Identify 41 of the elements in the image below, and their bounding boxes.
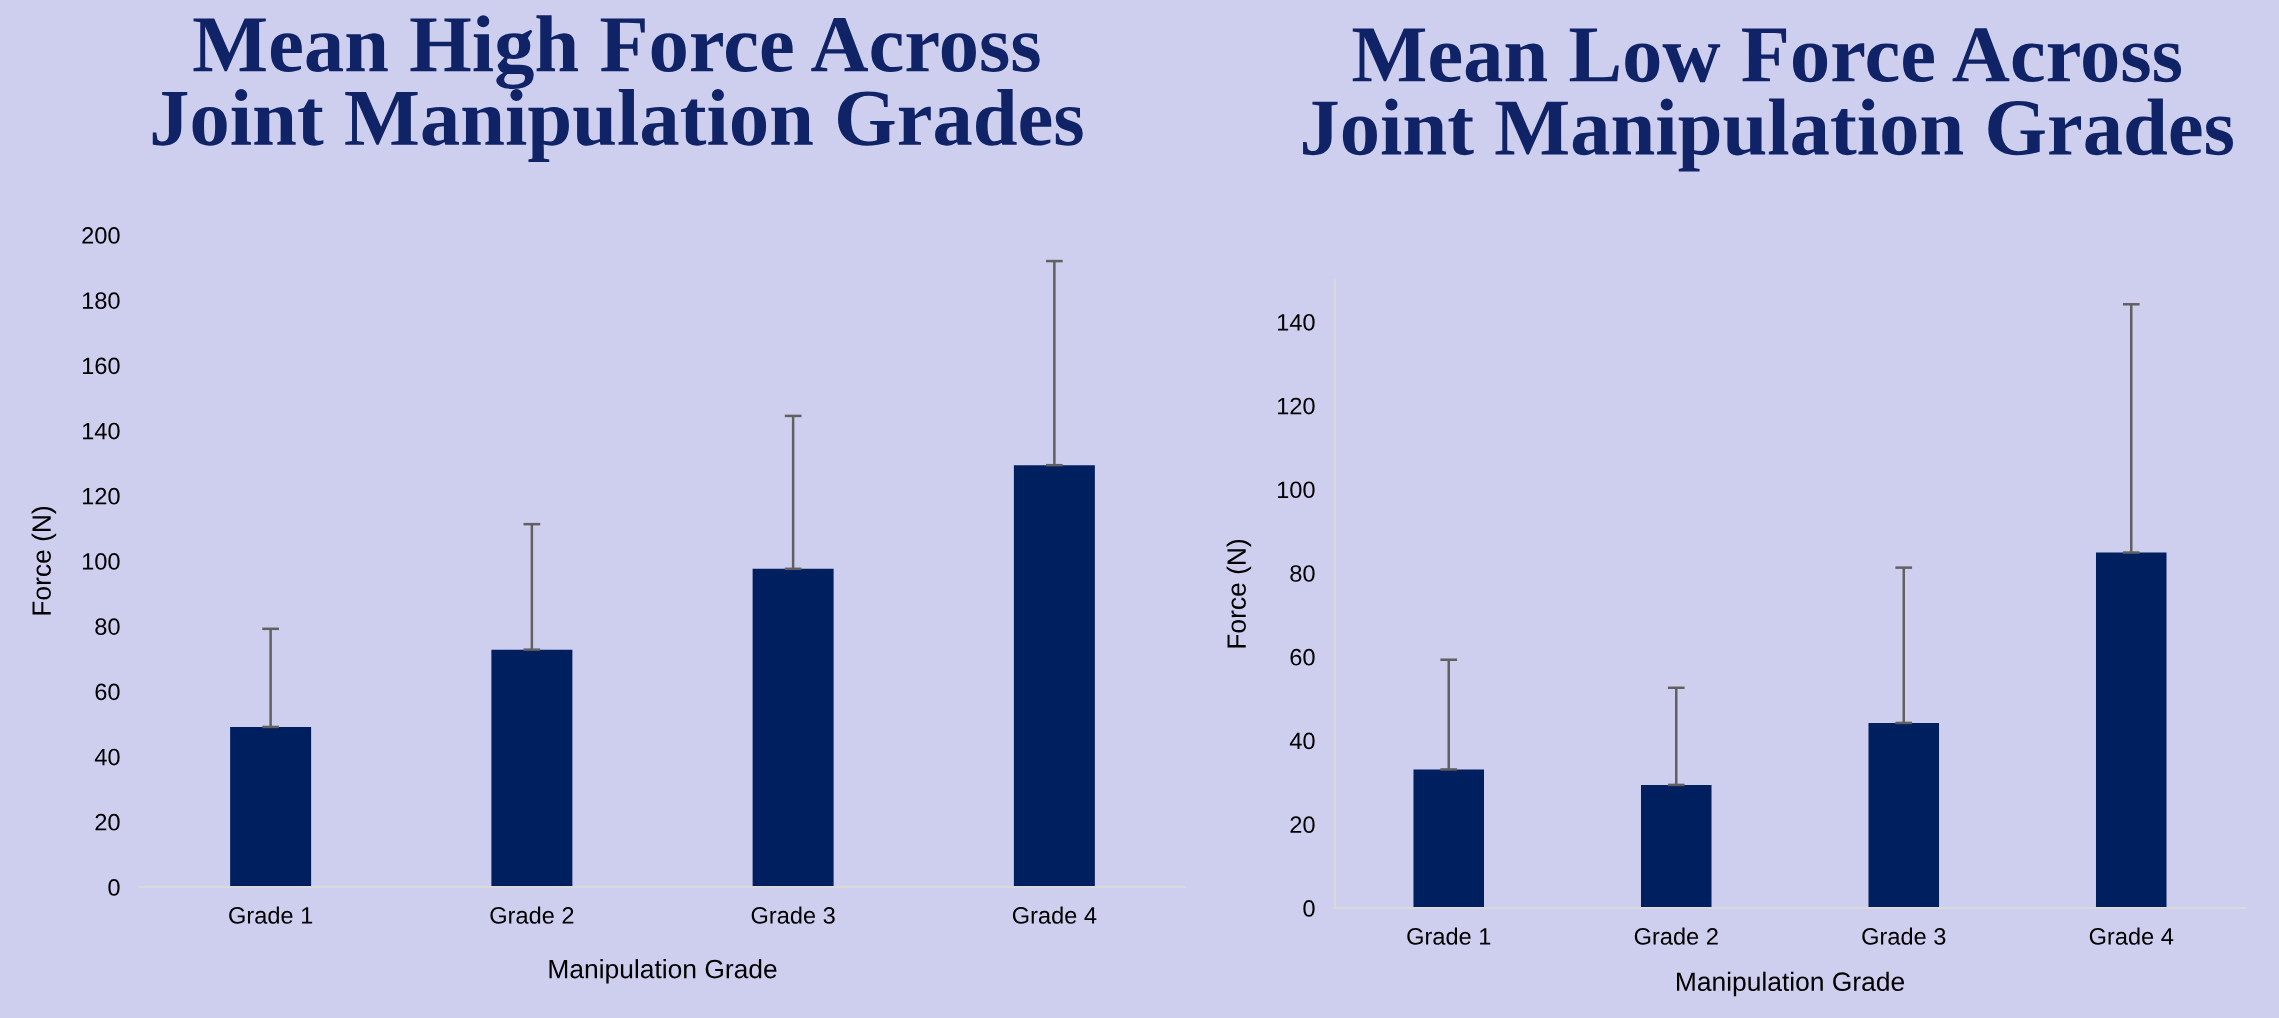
bar: [230, 726, 312, 887]
y-tick-label: 200: [82, 227, 120, 244]
y-tick-label: 100: [82, 553, 120, 570]
x-tick-label: Grade 4: [2089, 927, 2174, 945]
chart-title: Mean High Force Across Joint Manipulation Grades: [152, 15, 1083, 163]
y-tick-label: 160: [82, 357, 120, 375]
y-tick-label: 120: [82, 487, 120, 505]
y-tick-label: 180: [82, 292, 120, 309]
x-axis-title: Manipulation Grade: [1677, 971, 1904, 997]
bar: [1413, 769, 1485, 908]
y-tick-label: 20: [1290, 816, 1315, 834]
x-tick-label: Grade 2: [1634, 927, 1718, 945]
x-tick-label: Grade 3: [1862, 927, 1946, 945]
y-tick-label: 60: [1290, 648, 1315, 666]
bar: [752, 568, 834, 887]
y-tick-label: 40: [94, 748, 120, 766]
y-tick-label: 0: [108, 879, 120, 896]
chart-title: Mean Low Force Across Joint Manipulation Grades: [1303, 28, 2233, 172]
y-tick-label: 80: [95, 618, 120, 635]
x-tick-label: Grade 3: [751, 906, 835, 924]
x-tick-label: Grade 1: [1407, 927, 1491, 945]
bar: [2095, 552, 2167, 908]
y-tick-label: 140: [1277, 313, 1315, 331]
bar: [1013, 465, 1095, 887]
y-tick-label: 20: [95, 813, 120, 831]
x-tick-label: Grade 1: [229, 906, 313, 924]
x-axis-title: Manipulation Grade: [549, 959, 777, 984]
y-tick-label: 120: [1277, 397, 1315, 415]
x-tick-label: Grade 2: [490, 906, 574, 924]
y-tick-label: 80: [1290, 565, 1315, 582]
bar: [491, 649, 573, 887]
y-axis-title: Force (N): [1226, 539, 1252, 648]
x-tick-label: Grade 4: [1012, 906, 1097, 924]
bar: [1868, 722, 1940, 908]
y-axis-title: Force (N): [31, 506, 57, 615]
bar: [1640, 784, 1712, 908]
y-tick-label: 60: [95, 683, 120, 701]
y-tick-label: 140: [82, 422, 120, 440]
y-tick-label: 40: [1289, 732, 1315, 750]
y-tick-label: 0: [1303, 900, 1315, 917]
y-tick-label: 100: [1277, 481, 1315, 499]
